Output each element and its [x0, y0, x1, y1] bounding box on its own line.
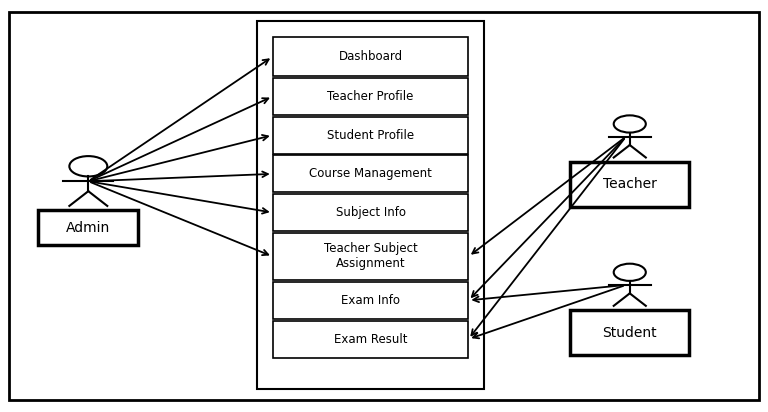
Text: Subject Info: Subject Info [336, 206, 406, 219]
Bar [273, 321, 468, 358]
Bar [257, 21, 484, 389]
Bar [273, 117, 468, 154]
Bar [570, 162, 690, 207]
Bar [273, 194, 468, 231]
Bar [38, 210, 138, 245]
Text: Course Management: Course Management [310, 167, 432, 180]
Text: Exam Info: Exam Info [341, 294, 400, 307]
Bar [273, 155, 468, 192]
Text: Teacher Subject
Assignment: Teacher Subject Assignment [323, 243, 418, 270]
Text: Exam Result: Exam Result [334, 332, 407, 346]
Text: Teacher Profile: Teacher Profile [327, 90, 414, 103]
Bar [273, 37, 468, 76]
Text: Student Profile: Student Profile [327, 129, 414, 142]
Text: Admin: Admin [66, 220, 111, 234]
Bar [273, 233, 468, 280]
Bar [570, 310, 690, 355]
Text: Dashboard: Dashboard [339, 50, 402, 63]
Bar [273, 282, 468, 319]
Text: Student: Student [602, 325, 657, 339]
Bar [273, 78, 468, 115]
Text: Teacher: Teacher [603, 177, 657, 191]
